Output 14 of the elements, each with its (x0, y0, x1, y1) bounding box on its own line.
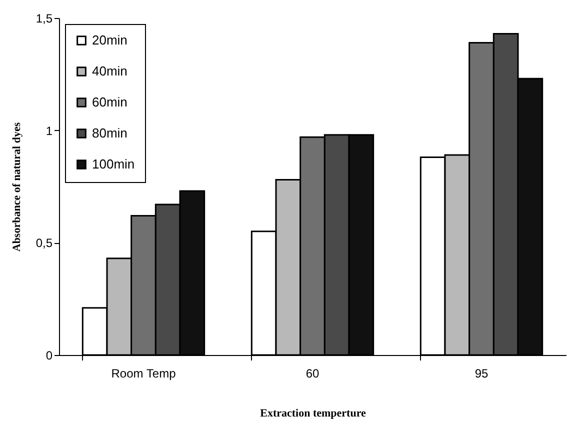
legend-label: 100min (92, 156, 135, 172)
x-tick-label: 95 (474, 366, 488, 380)
legend-label: 20min (92, 32, 128, 48)
x-axis-title: Extraction temperture (260, 408, 366, 420)
x-tick-label: 60 (306, 366, 320, 380)
y-axis-title: Absorbance of natural dyes (10, 122, 23, 252)
y-tick-label: 0 (46, 348, 53, 362)
legend-label: 80min (92, 126, 128, 140)
legend-label: 40min (92, 64, 128, 78)
y-tick-label: 1 (46, 124, 53, 138)
y-tick-label: 0,5 (36, 236, 53, 250)
legend-label: 60min (92, 94, 128, 110)
y-tick-label: 1,5 (36, 12, 53, 26)
x-tick-label: Room Temp (111, 366, 176, 380)
